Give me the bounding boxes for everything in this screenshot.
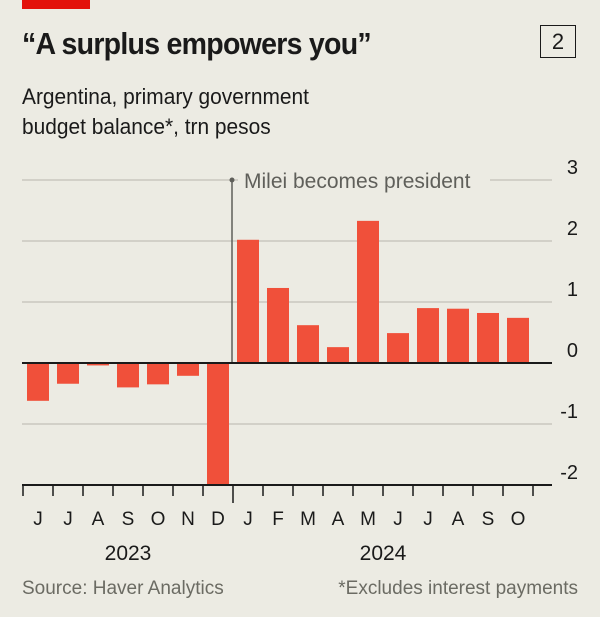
bar: [417, 308, 439, 363]
x-tick-label: N: [181, 509, 195, 530]
brand-bar: [22, 0, 90, 9]
bar: [177, 363, 199, 376]
chart-subtitle: Argentina, primary government budget bal…: [22, 82, 309, 142]
bar: [207, 363, 229, 485]
x-tick-label: O: [151, 509, 166, 530]
year-label: 2023: [105, 542, 152, 565]
x-tick-label: J: [243, 509, 253, 530]
x-tick-label: S: [122, 509, 135, 530]
bar: [507, 317, 529, 363]
bar: [357, 220, 379, 363]
x-tick-label: M: [360, 509, 376, 530]
bar: [117, 363, 139, 388]
subtitle-line-2: budget balance*, trn pesos: [22, 114, 271, 139]
y-tick-label: 0: [567, 340, 578, 362]
x-tick-label: S: [482, 509, 495, 530]
annotation-label: Milei becomes president: [244, 170, 471, 193]
x-tick-label: A: [452, 509, 465, 530]
x-tick-label: F: [272, 509, 284, 530]
x-tick-label: J: [423, 509, 433, 530]
y-tick-label: 3: [567, 157, 578, 179]
bar: [387, 333, 409, 363]
y-tick-label: -1: [560, 401, 578, 423]
x-tick-label: O: [511, 509, 526, 530]
y-tick-label: 2: [567, 218, 578, 240]
bar: [477, 312, 499, 363]
bar: [27, 363, 49, 401]
subtitle-line-1: Argentina, primary government: [22, 84, 309, 109]
bar: [267, 287, 289, 363]
x-tick-label: A: [92, 509, 105, 530]
x-tick-label: A: [332, 509, 345, 530]
year-label: 2024: [360, 542, 407, 565]
chart-number-badge: 2: [540, 25, 576, 58]
bar: [147, 363, 169, 385]
bar: [87, 363, 109, 366]
source-note: Source: Haver Analytics: [22, 578, 224, 599]
annotation-dot: [229, 177, 235, 183]
footnote: *Excludes interest payments: [338, 578, 578, 599]
bar: [57, 363, 79, 384]
bar: [297, 325, 319, 363]
annotation-label-bg: [238, 166, 490, 192]
x-tick-label: J: [393, 509, 403, 530]
x-tick-label: M: [300, 509, 316, 530]
x-tick-label: J: [33, 509, 43, 530]
bar: [447, 308, 469, 363]
bar: [237, 239, 259, 363]
x-tick-label: D: [211, 509, 225, 530]
chart-title: “A surplus empowers you”: [22, 26, 372, 61]
y-tick-label: 1: [567, 279, 578, 301]
bar: [327, 347, 349, 363]
y-tick-label: -2: [560, 462, 578, 484]
x-tick-label: J: [63, 509, 73, 530]
